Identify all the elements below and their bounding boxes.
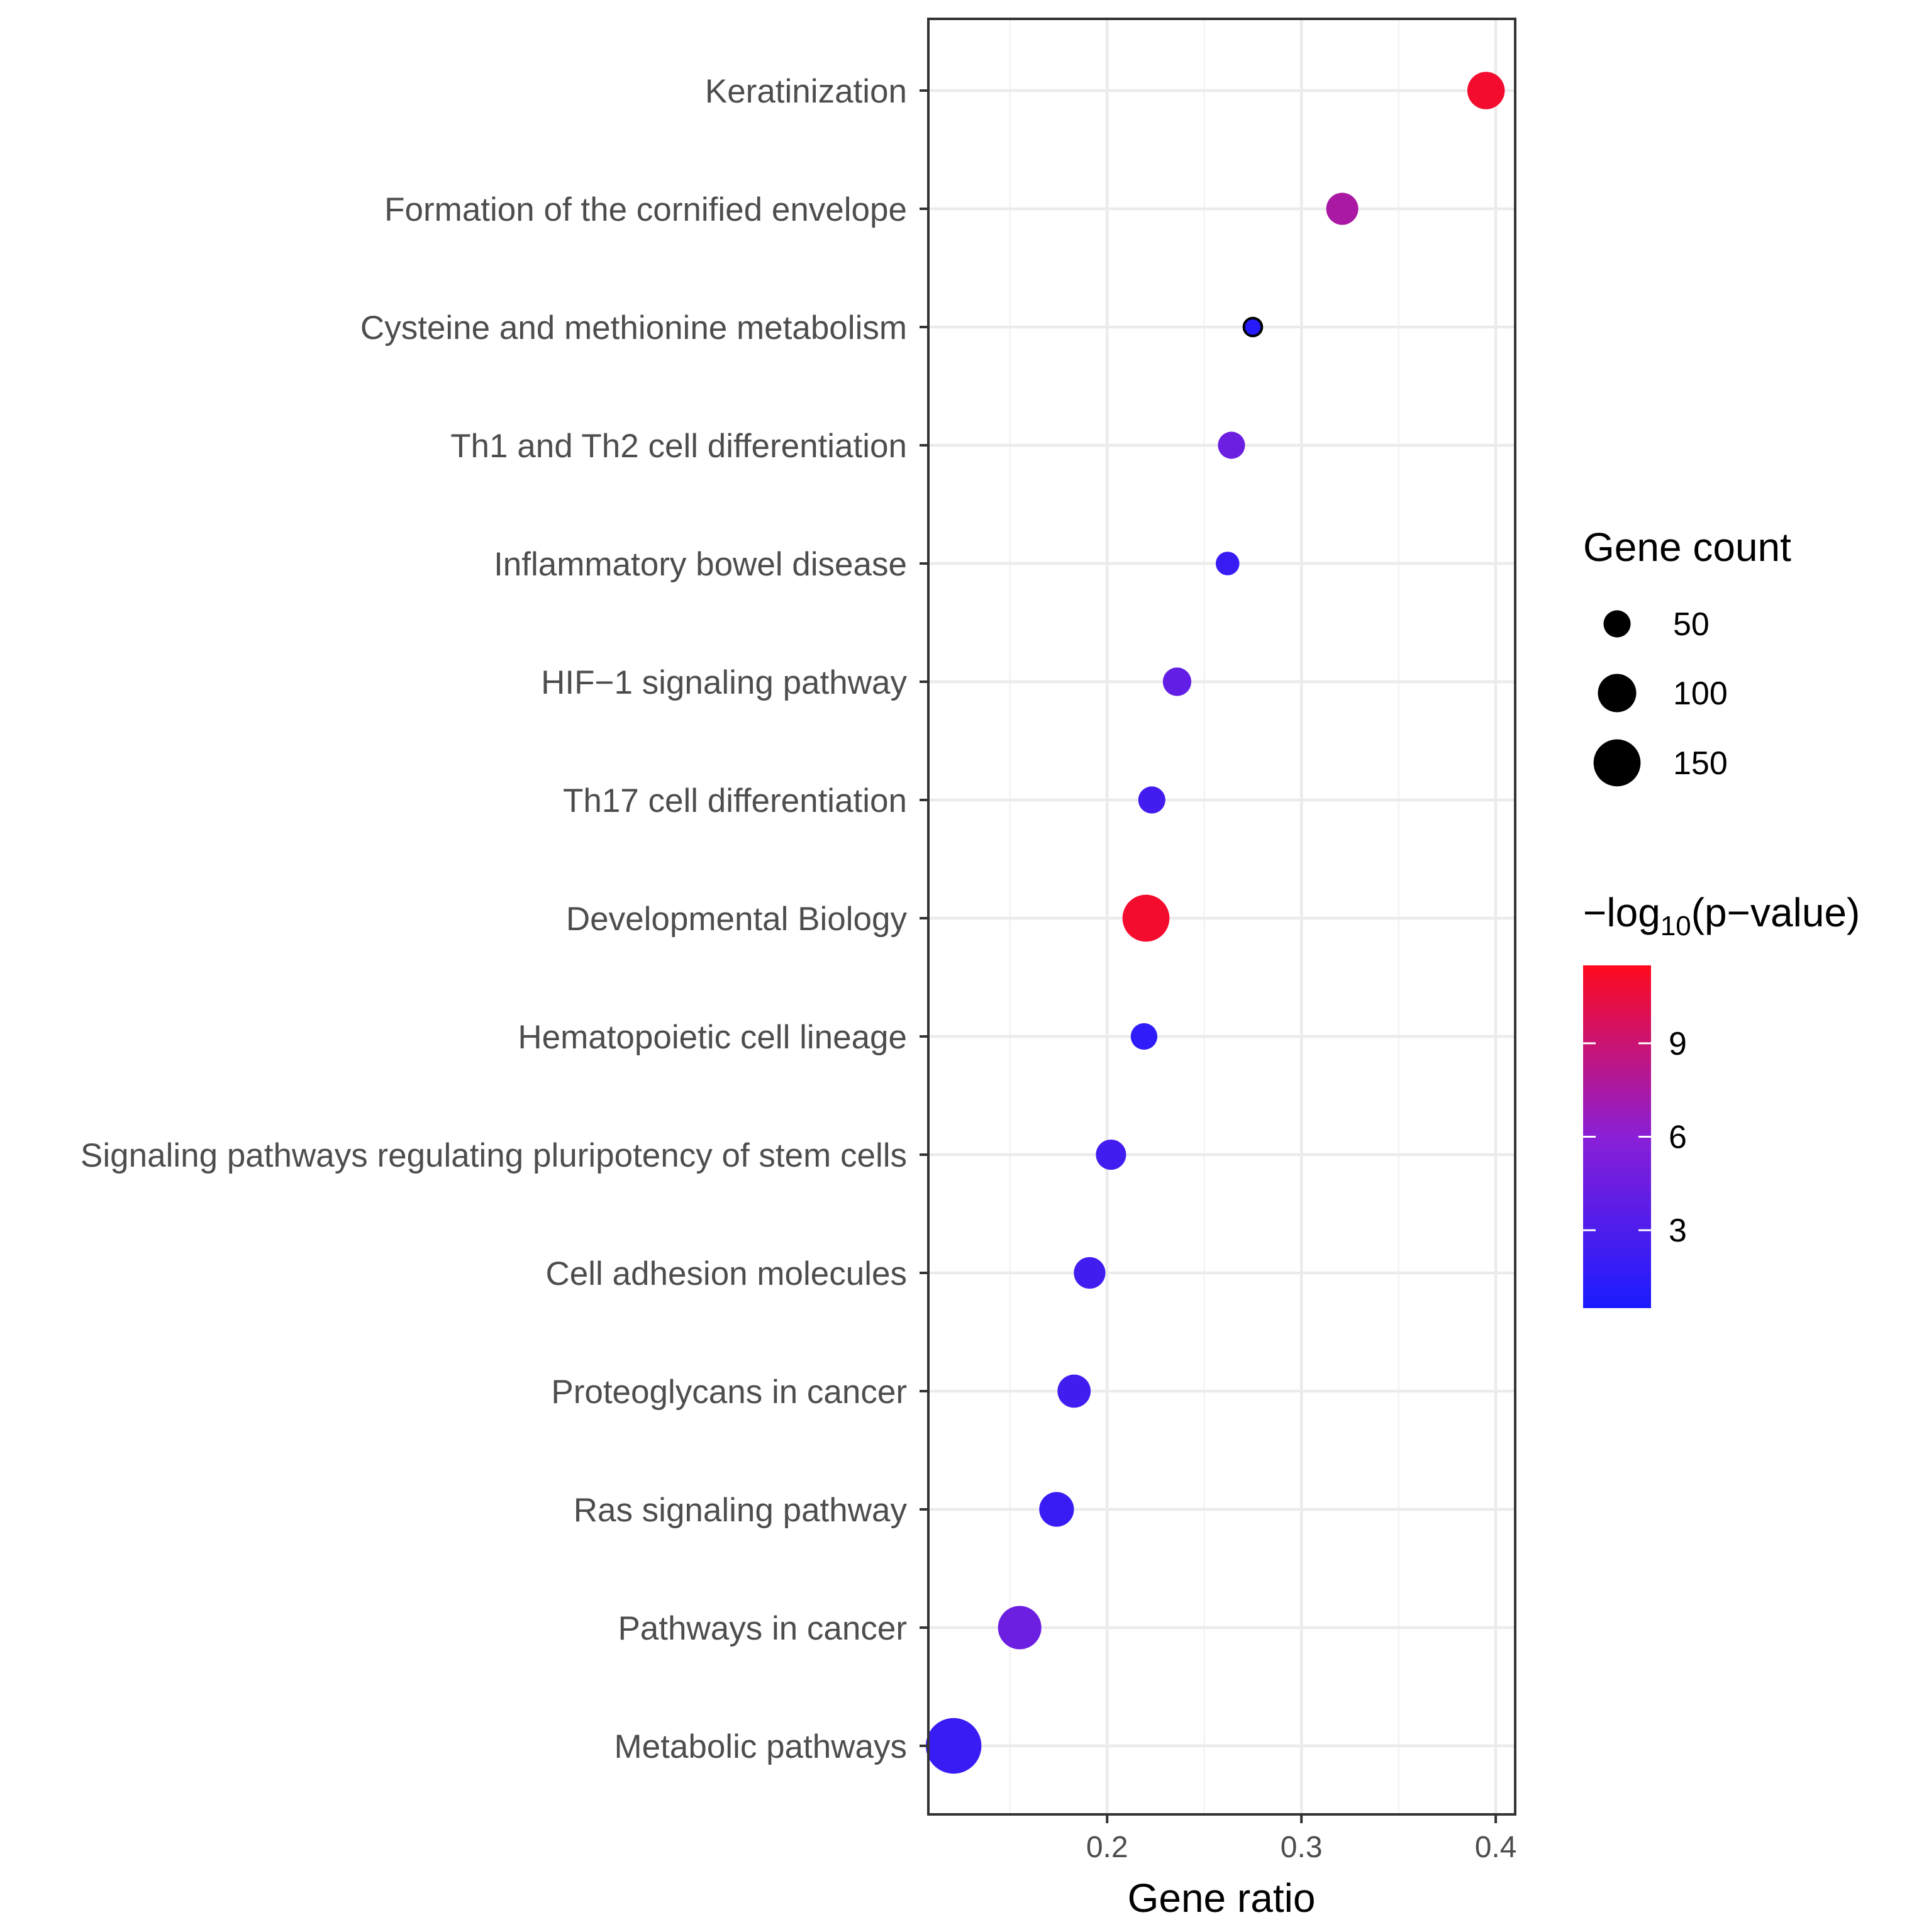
color-legend: −log10(p−value) 3 6 9 (1583, 890, 1860, 1308)
size-legend-title: Gene count (1583, 525, 1791, 570)
y-tick-label: Keratinization (705, 73, 907, 110)
data-point (1138, 786, 1165, 814)
y-tick-label: Ras signaling pathway (574, 1492, 908, 1529)
data-point (1074, 1257, 1106, 1289)
size-legend-key (1593, 739, 1641, 787)
y-tick-label: Proteoglycans in cancer (551, 1374, 907, 1411)
data-points (925, 72, 1505, 1774)
color-legend-title: −log10(p−value) (1583, 890, 1860, 941)
size-legend-label: 150 (1673, 745, 1728, 782)
y-tick-label: Formation of the cornified envelope (384, 191, 907, 228)
x-tick-label: 0.3 (1281, 1831, 1323, 1864)
y-tick-label: Hematopoietic cell lineage (518, 1019, 907, 1056)
color-legend-title-suffix: (p−value) (1691, 890, 1860, 935)
data-point (1215, 552, 1240, 575)
colorbar-tick-label: 3 (1669, 1213, 1687, 1249)
data-point (1162, 667, 1192, 696)
color-legend-title-prefix: −log (1583, 890, 1660, 935)
data-point (1122, 894, 1170, 942)
size-legend-label: 100 (1673, 675, 1728, 712)
x-axis: 0.2 0.3 0.4 (1086, 1814, 1517, 1864)
data-point (1096, 1139, 1126, 1170)
y-tick-label: HIF−1 signaling pathway (541, 664, 907, 701)
size-legend-label: 50 (1673, 606, 1710, 643)
colorbar-tick-label: 9 (1669, 1026, 1687, 1062)
y-tick-label: Signaling pathways regulating pluripoten… (81, 1137, 907, 1174)
y-tick-label: Pathways in cancer (618, 1610, 907, 1647)
y-tick-label: Cell adhesion molecules (546, 1255, 908, 1292)
data-point (1467, 72, 1505, 109)
data-point (998, 1606, 1042, 1650)
plot-panel (928, 19, 1515, 1814)
data-point (1326, 192, 1359, 225)
y-tick-label: Th17 cell differentiation (563, 782, 907, 819)
y-axis: Keratinization Formation of the cornified… (81, 73, 928, 1765)
size-legend-key (1598, 674, 1637, 713)
y-tick-label: Th1 and Th2 cell differentiation (450, 428, 907, 465)
y-tick-label: Metabolic pathways (614, 1728, 907, 1765)
x-axis-title: Gene ratio (1128, 1875, 1316, 1921)
data-point (1242, 316, 1264, 338)
data-point (1130, 1023, 1158, 1050)
x-tick-label: 0.2 (1086, 1831, 1128, 1864)
data-point (1039, 1492, 1074, 1527)
data-point (1218, 431, 1245, 459)
size-legend-key (1603, 610, 1631, 638)
y-tick-label: Cysteine and methionine metabolism (360, 309, 907, 347)
grid-lines (928, 19, 1515, 1814)
y-tick-label: Developmental Biology (566, 901, 908, 938)
data-point (1057, 1374, 1091, 1408)
plot-panel-border (927, 18, 1516, 1816)
y-tick-label: Inflammatory bowel disease (494, 546, 907, 583)
colorbar-tick-label: 6 (1669, 1119, 1687, 1156)
data-point (925, 1718, 982, 1774)
color-legend-title-sub: 10 (1660, 911, 1691, 941)
size-legend: Gene count 50 100 150 (1583, 525, 1791, 787)
x-tick-label: 0.4 (1475, 1831, 1517, 1864)
